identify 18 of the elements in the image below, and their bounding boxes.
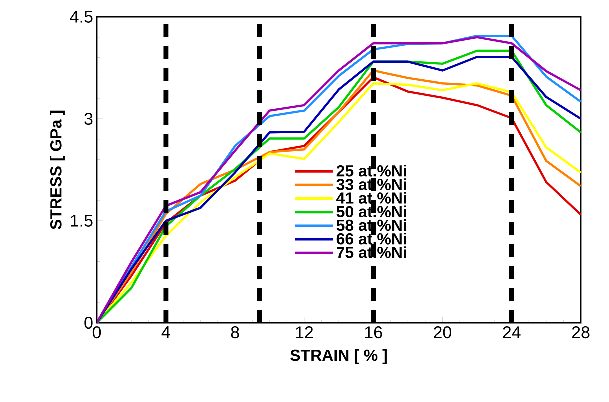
legend-label: 66 at.%Ni bbox=[336, 232, 406, 245]
legend-label: 41 at.%Ni bbox=[336, 192, 406, 204]
x-tick-label: 24 bbox=[503, 326, 521, 338]
y-tick-label: 1.5 bbox=[71, 215, 93, 227]
x-tick-label: 12 bbox=[296, 326, 314, 338]
y-tick-label: 0 bbox=[84, 316, 93, 330]
x-tick-label: 0 bbox=[92, 326, 102, 339]
x-tick-label: 20 bbox=[434, 326, 452, 339]
legend-label: 50 at.%Ni bbox=[336, 206, 406, 218]
y-tick-label: 3 bbox=[84, 112, 93, 126]
y-axis-title: STRESS [ GPa ] bbox=[50, 110, 65, 230]
x-tick-label: 4 bbox=[162, 326, 170, 338]
y-tick-label: 4.5 bbox=[70, 11, 93, 23]
legend-label: 25 at.%Ni bbox=[336, 165, 406, 177]
x-tick-label: 28 bbox=[572, 326, 590, 339]
x-tick-label: 16 bbox=[365, 326, 382, 339]
x-tick-label: 8 bbox=[231, 326, 240, 339]
x-axis-title: STRAIN [ % ] bbox=[290, 349, 387, 364]
